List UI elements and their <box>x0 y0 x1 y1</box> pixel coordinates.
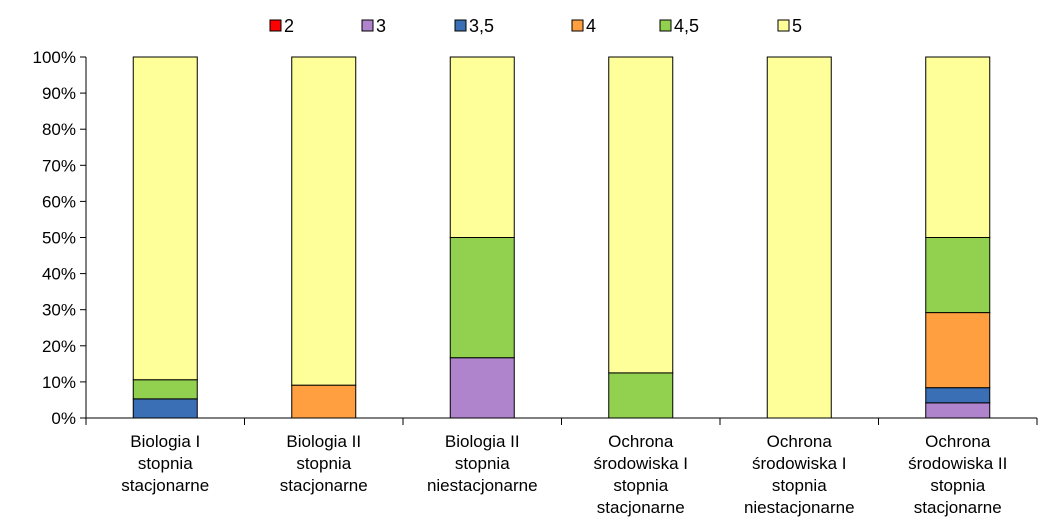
bar-segment-cat3-3 <box>449 357 515 419</box>
bar-segment-cat1-3-5 <box>132 398 198 419</box>
x-category-label-1: Biologia I stopnia stacjonarne <box>121 432 209 495</box>
x-category-label-2: Biologia II stopnia stacjonarne <box>280 432 368 495</box>
x-category-label-line: środowiska I <box>594 454 688 473</box>
x-category-label-line: stacjonarne <box>121 476 209 495</box>
x-category-label-line: Biologia II <box>445 432 520 451</box>
x-category-label-line: Ochrona <box>767 432 833 451</box>
x-category-label-line: stacjonarne <box>597 498 685 517</box>
x-category-label-line: stopnia <box>772 476 827 495</box>
legend-label-4: 4 <box>586 16 596 36</box>
x-category-label-5: Ochrona środowiska I stopnia niestacjonarne <box>744 432 855 517</box>
legend: 2 3 3,5 4 4,5 5 <box>269 16 802 36</box>
x-category-label-3: Biologia II stopnia niestacjonarne <box>427 432 538 495</box>
x-category-label-line: stacjonarne <box>914 498 1002 517</box>
x-category-label-line: stopnia <box>613 476 668 495</box>
bar-segment-cat5-5 <box>766 56 832 419</box>
bar-segment-cat6-4-5 <box>925 237 991 314</box>
x-category-label-4: Ochrona środowiska I stopnia stacjonarne <box>594 432 688 517</box>
bar-segment-cat6-3 <box>925 402 991 419</box>
x-category-label-line: Biologia II <box>286 432 361 451</box>
legend-swatch-1 <box>269 19 282 32</box>
y-tick-label: 0% <box>51 409 76 428</box>
legend-label-1: 2 <box>284 16 294 36</box>
bar-segment-cat6-5 <box>925 56 991 238</box>
bar-segment-cat1-4-5 <box>132 379 198 400</box>
x-axis: Biologia I stopnia stacjonarne Biologia II s… <box>85 417 1038 517</box>
legend-label-5: 4,5 <box>674 16 699 36</box>
bar-segment-cat6-3-5 <box>925 387 991 404</box>
y-tick-label: 40% <box>42 265 76 284</box>
x-category-label-line: Ochrona <box>608 432 674 451</box>
legend-swatch-3 <box>454 19 467 32</box>
y-axis: 0% 10% 20% 30% 40% 50% 60% 70% 80% 90% 100% <box>33 48 87 428</box>
bar-segment-cat2-5 <box>291 56 357 386</box>
y-tick-label: 10% <box>42 373 76 392</box>
bar-segment-cat1-5 <box>132 56 198 381</box>
x-category-label-line: środowiska I <box>752 454 846 473</box>
y-tick-label: 20% <box>42 337 76 356</box>
legend-swatch-5 <box>659 19 672 32</box>
x-category-label-line: Biologia I <box>130 432 200 451</box>
legend-label-2: 3 <box>376 16 386 36</box>
bar-segment-cat2-4 <box>291 384 357 419</box>
x-category-label-line: stopnia <box>455 454 510 473</box>
x-category-label-6: Ochrona środowiska II stopnia stacjonarne <box>908 432 1007 517</box>
legend-label-3: 3,5 <box>469 16 494 36</box>
bar-segment-cat6-4 <box>925 312 991 389</box>
x-category-label-line: niestacjonarne <box>744 498 855 517</box>
x-category-label-line: stopnia <box>138 454 193 473</box>
bar-segment-cat4-5 <box>608 56 674 374</box>
legend-swatch-4 <box>571 19 584 32</box>
y-tick-label: 100% <box>33 48 76 67</box>
y-tick-label: 90% <box>42 84 76 103</box>
y-tick-label: 80% <box>42 120 76 139</box>
y-tick-label: 30% <box>42 301 76 320</box>
x-category-label-line: Ochrona <box>925 432 991 451</box>
bars <box>132 56 991 419</box>
bar-segment-cat4-4-5 <box>608 372 674 419</box>
legend-label-6: 5 <box>792 16 802 36</box>
x-category-label-line: stopnia <box>296 454 351 473</box>
x-category-label-line: stacjonarne <box>280 476 368 495</box>
bar-segment-cat3-5 <box>449 56 515 238</box>
x-category-label-line: niestacjonarne <box>427 476 538 495</box>
y-tick-label: 60% <box>42 192 76 211</box>
x-category-label-line: środowiska II <box>908 454 1007 473</box>
bar-segment-cat3-4-5 <box>449 237 515 359</box>
legend-swatch-2 <box>361 19 374 32</box>
x-category-label-line: stopnia <box>930 476 985 495</box>
legend-swatch-6 <box>777 19 790 32</box>
y-tick-label: 50% <box>42 229 76 248</box>
y-tick-label: 70% <box>42 156 76 175</box>
